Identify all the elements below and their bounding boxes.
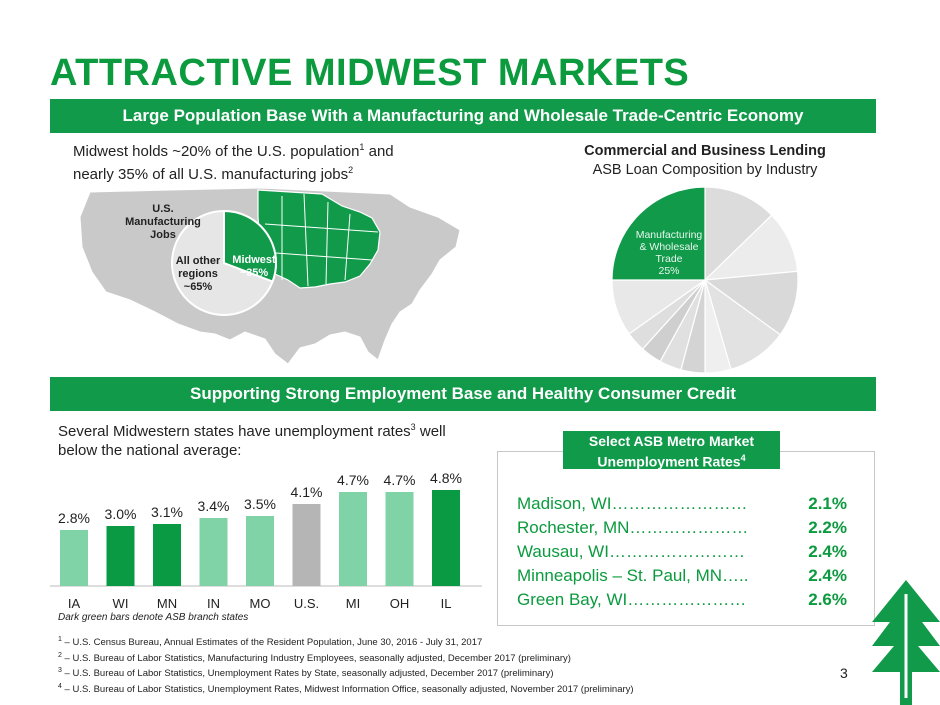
loan-composition-pie xyxy=(611,186,799,374)
footnote: 2 – U.S. Bureau of Labor Statistics, Man… xyxy=(58,651,571,664)
category-label: MI xyxy=(346,596,360,611)
pie-slice-3 xyxy=(703,270,799,336)
pie-slice-manufacturing-wholesale xyxy=(611,186,706,281)
bar-mo xyxy=(246,516,274,586)
bar-il xyxy=(432,490,460,586)
metro-rates-list: Madison, WI…………………… 2.1% Rochester, MN………… xyxy=(517,492,847,612)
bar-wi xyxy=(106,526,135,586)
pie-slice-midwest xyxy=(223,209,277,283)
bar-mn xyxy=(153,524,181,586)
bar-value-label: 4.8% xyxy=(430,470,462,486)
footnotes: 1 – U.S. Census Bureau, Annual Estimates… xyxy=(58,634,634,697)
us-map-with-manufacturing-pie xyxy=(79,187,461,365)
clb-subheading: ASB Loan Composition by Industry xyxy=(592,162,818,178)
bar-value-label: 2.8% xyxy=(58,510,90,526)
footnote: 3 – U.S. Bureau of Labor Statistics, Une… xyxy=(58,667,554,680)
category-label: WI xyxy=(113,596,129,611)
section-banner-population: Large Population Base With a Manufacturi… xyxy=(50,99,876,133)
pie-label-manufacturing-wholesale: Manufacturing & Wholesale Trade 25% xyxy=(635,229,703,277)
manufacturing-jobs-pie xyxy=(171,209,277,316)
category-label: U.S. xyxy=(294,596,319,611)
category-label: IN xyxy=(207,596,220,611)
page-title: ATTRACTIVE MIDWEST MARKETS xyxy=(50,52,690,94)
bar-mi xyxy=(339,492,367,586)
footnote: 4 – U.S. Bureau of Labor Statistics, Une… xyxy=(58,682,634,696)
pie-slice-1 xyxy=(704,186,773,282)
metro-row: Wausau, WI…………………… 2.4% xyxy=(517,542,847,561)
metro-rates-heading: Select ASB Metro Market Unemployment Rat… xyxy=(563,431,780,470)
bar-value-label: 4.7% xyxy=(384,472,416,488)
pine-tree-logo-icon xyxy=(872,580,940,705)
map-label-us-manufacturing-jobs: U.S. Manufacturing Jobs xyxy=(125,203,201,241)
bar-value-label: 4.7% xyxy=(337,472,369,488)
bar-color-note: Dark green bars denote ASB branch states xyxy=(58,612,249,623)
bar-value-label: 3.5% xyxy=(244,496,276,512)
bar-value-label: 3.0% xyxy=(105,506,137,522)
category-label: MN xyxy=(157,596,177,611)
section-banner-employment: Supporting Strong Employment Base and He… xyxy=(50,377,876,411)
bar-in xyxy=(199,518,228,586)
category-label: MO xyxy=(250,596,271,611)
metro-row: Green Bay, WI………………… 2.6% xyxy=(517,590,847,609)
bar-value-label: 4.1% xyxy=(291,484,323,500)
page-number: 3 xyxy=(840,665,848,681)
unemployment-intro-text: Several Midwestern states have unemploym… xyxy=(58,422,446,459)
state-unemployment-bar-chart: 2.8% IA 3.0% WI 3.1% MN 3.4% IN 3.5% MO 4.1% U.S. 4.… xyxy=(50,470,482,611)
clb-heading: Commercial and Business Lending xyxy=(584,143,826,159)
bar-ia xyxy=(60,530,88,586)
category-label: IA xyxy=(68,596,81,611)
metro-row: Madison, WI…………………… 2.1% xyxy=(517,494,847,513)
bar-us xyxy=(292,504,321,586)
commercial-lending-heading: Commercial and Business Lending ASB Loan… xyxy=(555,142,855,180)
category-label: OH xyxy=(390,596,410,611)
pie-label-midwest: Midwest ~35% xyxy=(232,254,276,279)
bar-value-label: 3.4% xyxy=(198,498,230,514)
pie-label-other-regions: All other regions ~65% xyxy=(175,255,221,293)
bar-value-label: 3.1% xyxy=(151,504,183,520)
metro-row: Minneapolis – St. Paul, MN….. 2.4% xyxy=(517,566,847,585)
metro-rates-box xyxy=(497,451,875,626)
footnote: 1 – U.S. Census Bureau, Annual Estimates… xyxy=(58,636,483,649)
bar-oh xyxy=(385,492,414,586)
metro-row: Rochester, MN………………… 2.2% xyxy=(517,518,847,537)
category-label: IL xyxy=(441,596,452,611)
population-intro-text: Midwest holds ~20% of the U.S. populatio… xyxy=(73,142,394,183)
